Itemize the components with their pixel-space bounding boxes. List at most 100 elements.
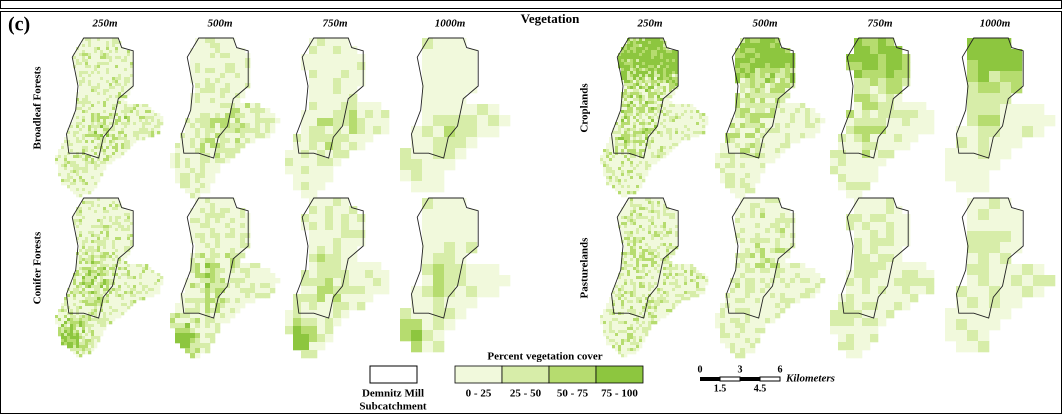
grid-cell [94,185,98,189]
grid-cell [112,273,116,277]
grid-cell [82,83,86,87]
grid-cell [139,128,143,132]
grid-cell [699,285,703,289]
grid-cell [657,92,661,96]
grid-cell [79,134,83,138]
grid-cell [88,198,92,202]
grid-cell [687,104,691,108]
grid-cell [618,170,622,174]
grid-cell [657,270,661,274]
grid-cell [240,238,246,244]
grid-cell [654,222,658,226]
grid-cell [127,219,131,223]
grid-cell [148,116,152,120]
grid-cell [657,219,661,223]
grid-cell [618,164,622,168]
grid-cell [130,219,134,223]
grid-cell [91,267,95,271]
grid-cell [88,282,92,286]
grid-cell [373,110,382,119]
grid-cell [91,110,95,114]
grid-cell [672,219,676,223]
grid-cell [151,113,155,117]
grid-cell [639,179,643,183]
grid-cell [621,125,625,129]
grid-cell [633,62,637,66]
grid-cell [275,278,281,284]
grid-cell [109,68,113,72]
grid-cell [127,77,131,81]
grid-cell [79,158,83,162]
grid-cell [103,198,107,202]
grid-cell [124,140,128,144]
grid-cell [106,125,110,129]
grid-cell [357,286,366,295]
grid-cell [225,43,231,49]
grid-cell [636,264,640,268]
grid-cell [103,285,107,289]
grid-cell [76,56,80,60]
grid-cell [64,149,68,153]
grid-cell [190,158,196,164]
grid-cell [672,110,676,114]
grid-cell [240,228,246,234]
grid-cell [154,288,158,292]
grid-cell [97,68,101,72]
grid-cell [669,86,673,90]
grid-cell [79,318,83,322]
grid-cell [630,179,634,183]
grid-cell [642,161,646,165]
grid-cell [220,123,226,129]
grid-cell [648,213,652,217]
grid-cell [317,70,326,79]
grid-cell [699,116,703,120]
grid-cell [220,73,226,79]
grid-cell [97,170,101,174]
grid-cell [240,63,246,69]
grid-cell [180,133,186,139]
grid-cell [85,47,89,51]
grid-cell [100,324,104,328]
grid-cell [88,285,92,289]
grid-cell [235,58,241,64]
grid-cell [136,288,140,292]
grid-cell [675,62,679,66]
grid-cell [88,297,92,301]
grid-cell [82,56,86,60]
grid-cell [121,246,125,250]
grid-cell [142,285,146,289]
grid-cell [627,255,631,259]
grid-cell [627,140,631,144]
grid-cell [130,285,134,289]
grid-cell [317,278,326,287]
grid-cell [79,276,83,280]
grid-cell [349,246,358,255]
grid-cell [639,59,643,63]
grid-cell [666,213,670,217]
grid-cell [100,98,104,102]
grid-cell [109,234,113,238]
grid-cell [666,140,670,144]
grid-cell [642,152,646,156]
grid-cell [651,270,655,274]
grid-cell [79,104,83,108]
grid-cell [240,218,246,224]
grid-cell [115,237,119,241]
grid-cell [195,83,201,89]
grid-cell [235,258,241,264]
grid-cell [636,240,640,244]
grid-cell [660,201,664,205]
grid-cell [76,285,80,289]
grid-cell [97,243,101,247]
grid-cell [645,53,649,57]
grid-cell [148,291,152,295]
grid-cell [654,53,658,57]
grid-cell [255,273,261,279]
grid-cell [466,104,478,116]
grid-cell [309,78,318,87]
grid-cell [109,312,113,316]
grid-cell [633,152,637,156]
grid-cell [341,54,350,63]
grid-cell [654,237,658,241]
grid-cell [681,288,685,292]
